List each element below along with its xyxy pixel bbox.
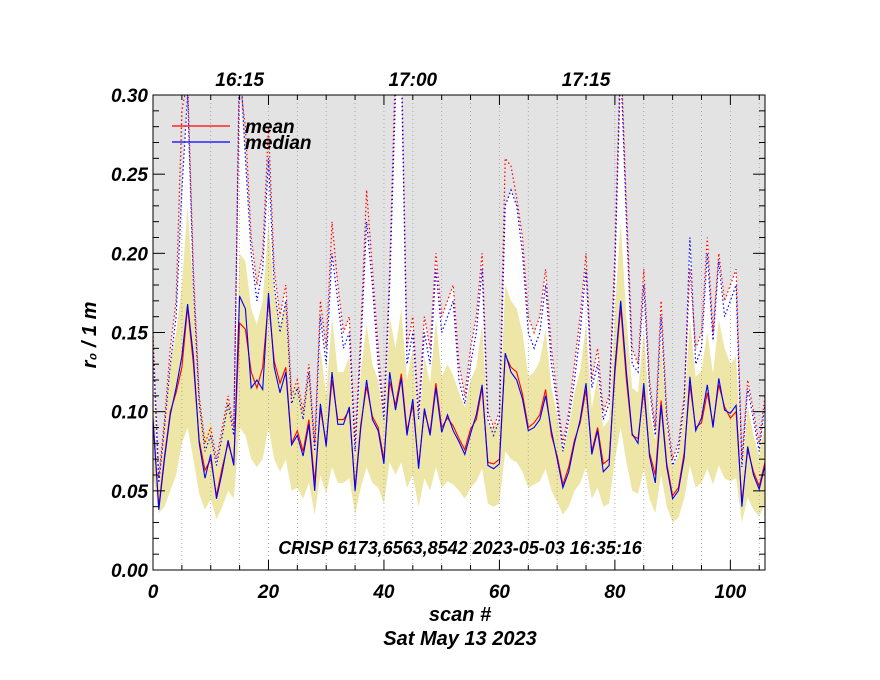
x-tick-label-0: 0: [148, 582, 159, 603]
series-1-line: [153, 292, 765, 510]
dataset-annotation: CRISP 6173,6563,8542 2023-05-03 16:35:16: [278, 538, 643, 558]
axis-tick-labels: 0 20 40 60 80 100 0.00 0.05 0.10 0.15 0.20 0.25 0.30: [111, 86, 747, 603]
x-axis-title: scan #: [429, 604, 492, 626]
y-tick-label-4: 0.20: [111, 244, 148, 265]
upper-dotted-lines: [153, 95, 765, 483]
x-tick-label-3: 60: [489, 582, 511, 603]
y-tick-label-5: 0.25: [111, 165, 148, 186]
top-time-label-1: 17:00: [389, 70, 438, 91]
top-time-labels: 16:15 17:00 17:15: [215, 70, 610, 91]
legend-label-median: median: [245, 133, 312, 154]
top-time-label-0: 16:15: [215, 70, 264, 91]
x-tick-label-5: 100: [715, 582, 747, 603]
series-lines: [153, 292, 765, 510]
x-tick-label-1: 20: [257, 582, 280, 603]
y-tick-label-6: 0.30: [111, 86, 148, 107]
axis-ticks: [152, 94, 765, 571]
legend-label-mean: mean: [245, 117, 295, 138]
y-tick-label-1: 0.05: [111, 482, 148, 503]
y-tick-label-2: 0.10: [111, 403, 148, 424]
x-tick-label-4: 80: [604, 582, 626, 603]
series-0-upper-dotted: [153, 95, 765, 479]
x-tick-label-2: 40: [372, 582, 395, 603]
y-tick-label-0: 0.00: [111, 561, 148, 582]
gray-band: [153, 95, 765, 479]
series-1-upper-dotted: [153, 95, 765, 483]
y-axis-title: r₀ / 1 m: [79, 302, 101, 369]
date-label: Sat May 13 2023: [383, 628, 536, 650]
yellow-band: [153, 205, 765, 523]
top-time-label-2: 17:15: [562, 70, 611, 91]
y-tick-label-3: 0.15: [111, 324, 148, 345]
confidence-bands: [153, 95, 765, 523]
